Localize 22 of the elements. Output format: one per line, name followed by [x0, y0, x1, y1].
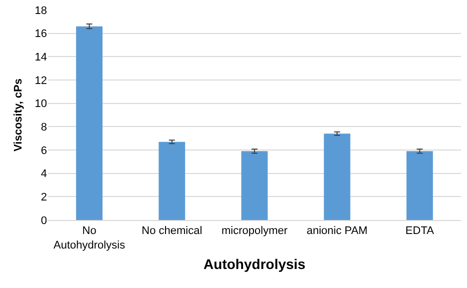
x-tick-label: No chemical [142, 225, 202, 238]
bar [406, 151, 433, 220]
y-axis-title: Viscosity, cPs [12, 78, 24, 152]
x-axis-title: Autohydrolysis [204, 256, 306, 272]
y-tick-label: 6 [40, 144, 47, 157]
bar [241, 151, 268, 220]
y-tick-label: 4 [40, 168, 47, 180]
bar [324, 134, 350, 220]
y-tick-label: 2 [40, 192, 47, 204]
y-tick-label: 10 [34, 98, 47, 110]
y-tick-label: 8 [40, 122, 47, 134]
x-tick-label: anionic PAM [306, 225, 368, 238]
y-tick-label: 16 [34, 28, 47, 40]
bar [158, 142, 186, 220]
x-tick-label: EDTA [405, 225, 435, 238]
x-tick-label: micropolymer [221, 225, 288, 238]
bar [76, 26, 103, 220]
y-tick-label: 0 [40, 214, 47, 227]
y-tick-label: 12 [34, 74, 47, 87]
y-tick-label: 14 [34, 52, 47, 64]
x-tick-label: No Autohydrolysis [54, 225, 126, 252]
y-tick-label: 18 [34, 4, 47, 17]
